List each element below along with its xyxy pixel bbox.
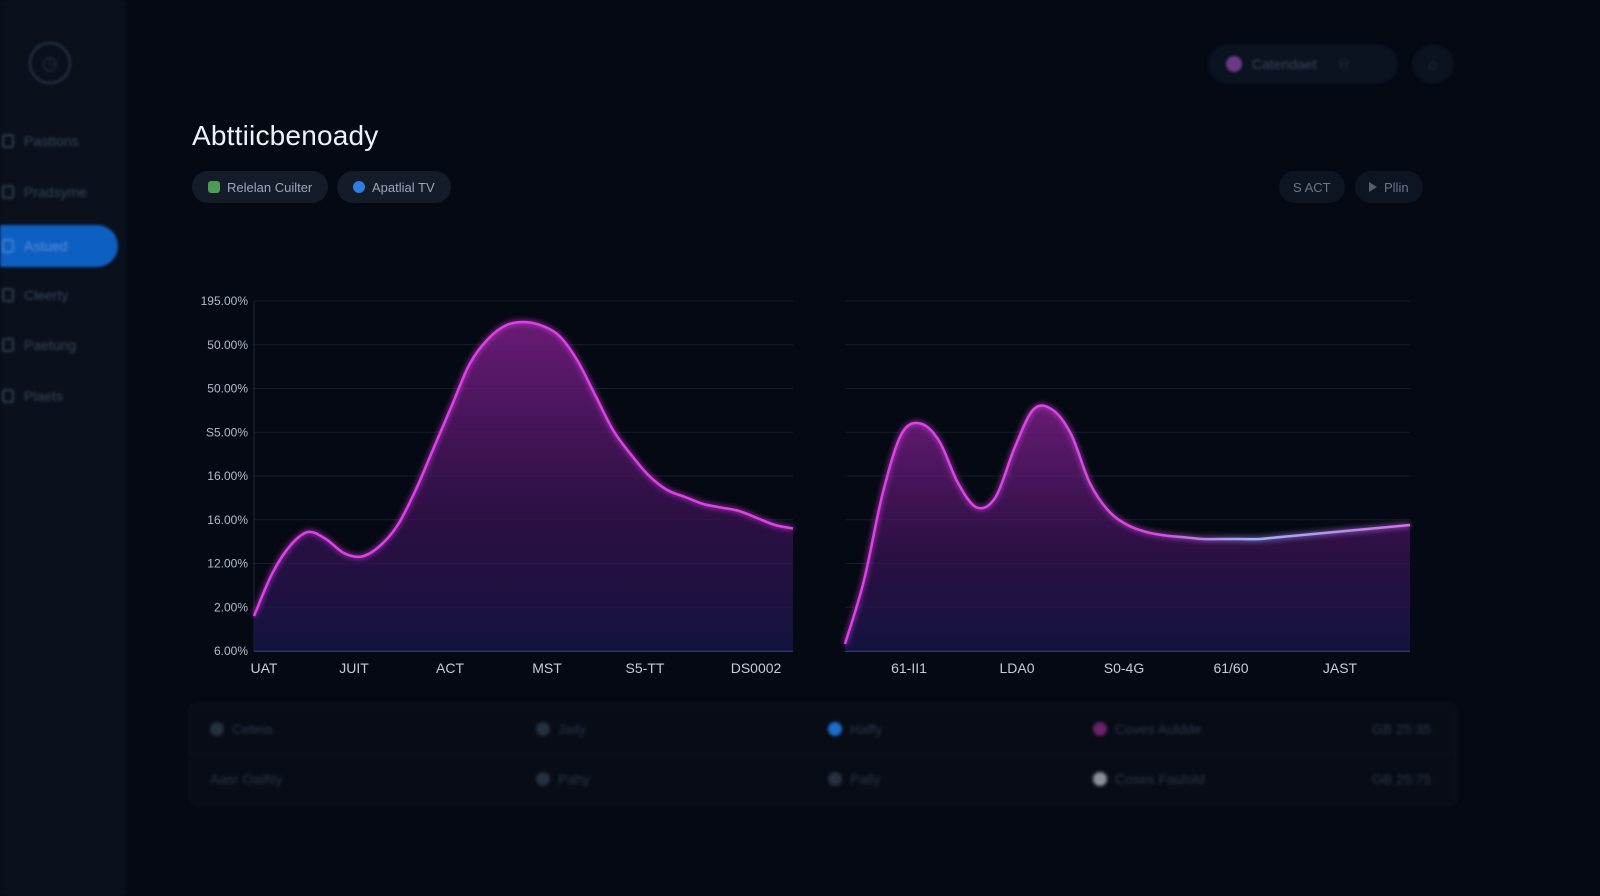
y-tick-label: 16.00% bbox=[207, 513, 248, 527]
table-cell: Haffy bbox=[828, 721, 882, 737]
sidebar-item-label: Cleerty bbox=[24, 287, 69, 303]
x-tick-label: UAT bbox=[251, 660, 278, 676]
sidebar-item-4[interactable]: Cleerty bbox=[0, 274, 118, 316]
play-chip[interactable]: Pllin bbox=[1355, 171, 1423, 203]
y-tick-label: 2.00% bbox=[214, 600, 248, 614]
series-line bbox=[843, 404, 1411, 645]
sidebar-item-label: Pasttons bbox=[24, 133, 79, 149]
cell-text: GB 25:75 bbox=[1372, 771, 1432, 787]
sidebar-item-label: Astued bbox=[24, 238, 68, 254]
sidebar-item-label: Plaets bbox=[24, 388, 63, 404]
y-tick-label: S5.00% bbox=[206, 425, 248, 439]
table-cell: GB 25:35 bbox=[1372, 721, 1431, 737]
cell-text: Jaily bbox=[558, 720, 587, 737]
table-cell: Coves Auldde bbox=[1093, 721, 1201, 737]
table-cell: Jaily bbox=[536, 721, 586, 737]
cell-text: Coses Faulold bbox=[1115, 771, 1205, 787]
user-label: Catendaet bbox=[1252, 56, 1317, 72]
table-cell: Coses Faulold bbox=[1093, 771, 1205, 787]
x-tick-label: MST bbox=[532, 660, 562, 676]
table-cell: Pahy bbox=[536, 771, 590, 787]
table-cell: Ceteia bbox=[210, 721, 272, 737]
filter-chip-label: Apatlial TV bbox=[372, 179, 435, 195]
cell-text: Haffy bbox=[850, 720, 883, 737]
blue-dot-icon bbox=[828, 721, 842, 736]
chart-1 bbox=[252, 320, 794, 651]
range-chip-label: S ACT bbox=[1293, 179, 1331, 195]
gray-dot-icon bbox=[1093, 772, 1107, 786]
user-avatar-dot bbox=[1226, 56, 1242, 72]
y-tick-label: 50.00% bbox=[207, 338, 248, 352]
settings-icon bbox=[2, 288, 14, 302]
green-square-icon bbox=[208, 181, 220, 193]
table-cell: Aasr Oaifity bbox=[210, 771, 282, 787]
play-icon bbox=[1369, 182, 1377, 192]
y-tick-label: 12.00% bbox=[207, 557, 248, 571]
cell-text: Aasr Oaifity bbox=[210, 771, 283, 787]
x-tick-label: 61/60 bbox=[1213, 660, 1248, 676]
globe-icon bbox=[353, 181, 365, 193]
home-icon: ⌂ bbox=[1428, 55, 1438, 73]
play-chip-label: Pllin bbox=[1384, 179, 1409, 195]
table-row[interactable]: Aasr Oaifity Pahy Pally Coses Faulold GB… bbox=[190, 754, 1456, 804]
area-fill bbox=[254, 322, 793, 651]
series-line bbox=[252, 320, 794, 617]
chart-1-x-ticks: UAT JUIT ACT MST S5-TT DS0002 bbox=[251, 660, 782, 676]
topbar: Catendaet ⍾ ⌂ bbox=[1208, 44, 1454, 84]
cell-text: Coves Auldde bbox=[1115, 720, 1202, 737]
y-tick-label: 16.00% bbox=[207, 469, 248, 483]
calendar-icon bbox=[2, 338, 14, 352]
chart-icon bbox=[2, 185, 14, 199]
chart-2-x-ticks: 61-II1 LDA0 S0-4G 61/60 JAST bbox=[891, 660, 1357, 676]
table-cell: Pally bbox=[828, 771, 880, 787]
x-tick-label: JUIT bbox=[339, 660, 369, 676]
chart-1-y-ticks: 195.00% 50.00% 50.00% S5.00% 16.00% 16.00% 12.… bbox=[201, 294, 249, 658]
sidebar-item-active[interactable]: Astued bbox=[0, 225, 118, 267]
x-tick-label: JAST bbox=[1323, 660, 1358, 676]
cell-text: Pally bbox=[850, 771, 881, 787]
filter-chip-2[interactable]: Apatlial TV bbox=[337, 171, 451, 203]
cell-text: Ceteia bbox=[232, 720, 273, 737]
cell-text: Pahy bbox=[558, 771, 590, 787]
sidebar-item-5[interactable]: Paetung bbox=[0, 324, 118, 366]
range-chip[interactable]: S ACT bbox=[1279, 171, 1345, 203]
x-tick-label: 61-II1 bbox=[891, 660, 927, 676]
filter-chip-1[interactable]: Relelan Cuilter bbox=[192, 171, 329, 203]
data-table: Ceteia Jaily Haffy Coves Auldde GB 25:35… bbox=[189, 703, 1457, 805]
x-tick-label: DS0002 bbox=[731, 660, 782, 676]
table-cell: GB 25:75 bbox=[1372, 771, 1431, 787]
file-icon bbox=[2, 389, 14, 403]
sidebar: ◷ Pasttons Pradsyme Astued Cleerty Paetu… bbox=[0, 0, 126, 896]
sidebar-item-1[interactable]: Pasttons bbox=[0, 120, 118, 162]
x-tick-label: S5-TT bbox=[626, 660, 665, 676]
search-icon bbox=[536, 721, 550, 736]
sidebar-item-2[interactable]: Pradsyme bbox=[0, 171, 118, 213]
y-tick-label: 195.00% bbox=[201, 294, 249, 308]
x-tick-label: ACT bbox=[436, 660, 464, 676]
sidebar-item-label: Paetung bbox=[24, 337, 77, 353]
sidebar-item-label: Pradsyme bbox=[24, 184, 88, 200]
chart-2 bbox=[843, 404, 1411, 651]
x-tick-label: LDA0 bbox=[999, 660, 1034, 676]
filter-chip-label: Relelan Cuilter bbox=[227, 179, 313, 195]
user-icon bbox=[536, 772, 550, 786]
activity-icon bbox=[2, 239, 14, 253]
table-row[interactable]: Ceteia Jaily Haffy Coves Auldde GB 25:35 bbox=[190, 704, 1456, 754]
pink-dot-icon bbox=[1093, 721, 1107, 736]
gear-icon bbox=[828, 772, 842, 786]
sidebar-item-6[interactable]: Plaets bbox=[0, 375, 118, 417]
x-tick-label: S0-4G bbox=[1104, 660, 1144, 676]
bell-icon[interactable]: ⍾ bbox=[1338, 55, 1350, 72]
area-fill bbox=[845, 405, 1410, 651]
page-title: Abttiicbenoady bbox=[192, 120, 379, 151]
clock-icon[interactable]: ◷ bbox=[29, 42, 71, 84]
y-tick-label: 6.00% bbox=[214, 644, 248, 658]
user-menu-button[interactable]: Catendaet ⍾ bbox=[1208, 44, 1398, 84]
grid-icon bbox=[2, 134, 14, 148]
home-button[interactable]: ⌂ bbox=[1412, 44, 1454, 84]
cell-text: GB 25:35 bbox=[1372, 720, 1432, 737]
y-tick-label: 50.00% bbox=[207, 382, 248, 396]
cloud-icon bbox=[210, 721, 224, 736]
